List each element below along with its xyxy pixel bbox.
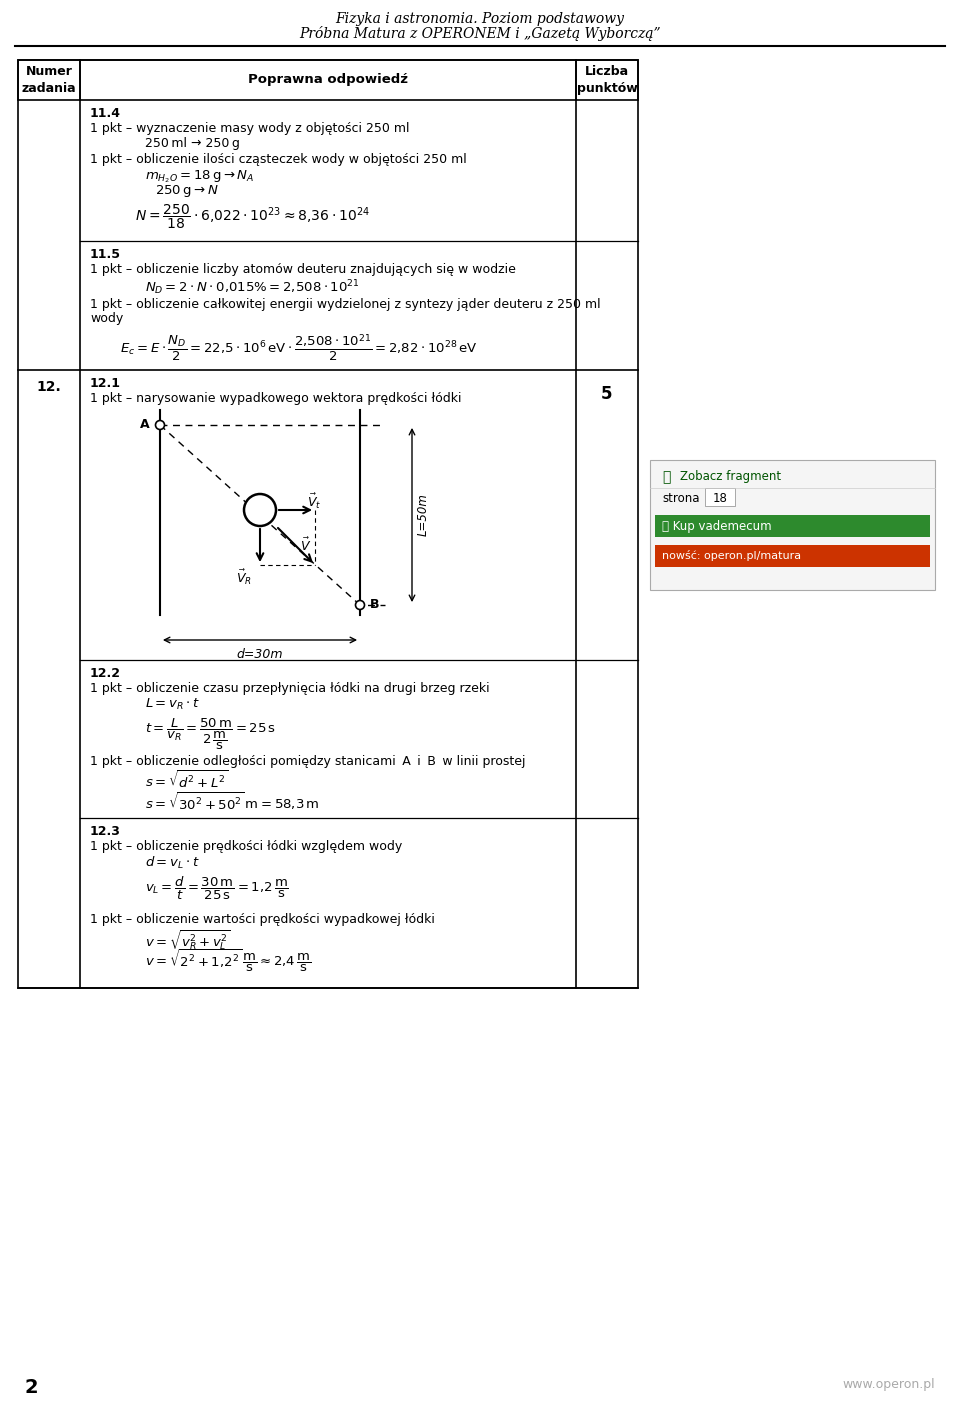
Text: $N = \dfrac{250}{18} \cdot 6{,}022 \cdot 10^{23} \approx 8{,}36 \cdot 10^{24}$: $N = \dfrac{250}{18} \cdot 6{,}022 \cdot…	[135, 202, 370, 231]
Text: 1 pkt – obliczenie ilości cząsteczek wody w objętości 250 ml: 1 pkt – obliczenie ilości cząsteczek wod…	[90, 153, 467, 166]
Text: 1 pkt – narysowanie wypadkowego wektora prędkości łódki: 1 pkt – narysowanie wypadkowego wektora …	[90, 392, 462, 405]
Text: 1 pkt – obliczenie wartości prędkości wypadkowej łódki: 1 pkt – obliczenie wartości prędkości wy…	[90, 913, 435, 926]
Text: A: A	[140, 419, 150, 432]
Text: $\vec{V}_R$: $\vec{V}_R$	[236, 568, 252, 588]
Text: $v_L = \dfrac{d}{t} = \dfrac{30\,\mathrm{m}}{25\,\mathrm{s}} = 1{,}2\,\dfrac{\ma: $v_L = \dfrac{d}{t} = \dfrac{30\,\mathrm…	[145, 875, 289, 902]
Text: $N_D = 2 \cdot N \cdot 0{,}015\% = 2{,}508 \cdot 10^{21}$: $N_D = 2 \cdot N \cdot 0{,}015\% = 2{,}5…	[145, 278, 360, 297]
Text: 🔍: 🔍	[662, 470, 670, 484]
Text: 18: 18	[712, 491, 728, 506]
Text: 11.4: 11.4	[90, 108, 121, 120]
Text: $d = v_L \cdot t$: $d = v_L \cdot t$	[145, 855, 200, 871]
Text: Próbna Matura z OPERONEM i „Gazetą Wyborczą”: Próbna Matura z OPERONEM i „Gazetą Wybor…	[300, 25, 660, 41]
Text: 11.5: 11.5	[90, 248, 121, 261]
Text: 250 ml → 250 g: 250 ml → 250 g	[145, 137, 240, 150]
Text: Liczba
punktów: Liczba punktów	[577, 65, 637, 95]
Text: 12.1: 12.1	[90, 377, 121, 389]
Text: Numer
zadania: Numer zadania	[22, 65, 76, 95]
Text: 1 pkt – obliczenie liczby atomów deuteru znajdujących się w wodzie: 1 pkt – obliczenie liczby atomów deuteru…	[90, 263, 516, 276]
Text: $250\,\mathrm{g} \rightarrow N$: $250\,\mathrm{g} \rightarrow N$	[155, 183, 219, 200]
Text: $E_c = E \cdot \dfrac{N_D}{2} = 22{,}5 \cdot 10^6\,\mathrm{eV} \cdot \dfrac{2{,}: $E_c = E \cdot \dfrac{N_D}{2} = 22{,}5 \…	[120, 331, 478, 362]
Bar	[18, 59, 638, 988]
Text: 12.2: 12.2	[90, 667, 121, 680]
Text: $v = \sqrt{v_R^2 + v_L^2}$: $v = \sqrt{v_R^2 + v_L^2}$	[145, 927, 230, 952]
Text: 🛒 Kup vademecum: 🛒 Kup vademecum	[662, 520, 772, 532]
Text: $v = \sqrt{2^2 + 1{,}2^2}\,\dfrac{\mathrm{m}}{\mathrm{s}} \approx 2{,}4\,\dfrac{: $v = \sqrt{2^2 + 1{,}2^2}\,\dfrac{\mathr…	[145, 947, 311, 974]
Text: 2: 2	[25, 1378, 38, 1398]
Circle shape	[244, 494, 276, 525]
Text: $\vec{V}_t$: $\vec{V}_t$	[307, 491, 322, 511]
Text: 12.: 12.	[36, 379, 61, 394]
Text: wody: wody	[90, 312, 123, 326]
Text: $\vec{V}$: $\vec{V}$	[300, 537, 311, 554]
Text: Poprawna odpowiedź: Poprawna odpowiedź	[248, 74, 408, 86]
Text: 1 pkt – obliczenie prędkości łódki względem wody: 1 pkt – obliczenie prędkości łódki wzglę…	[90, 840, 402, 852]
Text: Fizyka i astronomia. Poziom podstawowy: Fizyka i astronomia. Poziom podstawowy	[335, 11, 625, 25]
Text: $L = v_R \cdot t$: $L = v_R \cdot t$	[145, 697, 201, 712]
Text: nowść: operon.pl/matura: nowść: operon.pl/matura	[662, 549, 802, 561]
Text: 12.3: 12.3	[90, 826, 121, 838]
Bar	[18, 59, 638, 101]
Text: $t = \dfrac{L}{v_R} = \dfrac{50\,\mathrm{m}}{2\,\dfrac{\mathrm{m}}{\mathrm{s}}} : $t = \dfrac{L}{v_R} = \dfrac{50\,\mathrm…	[145, 716, 276, 752]
Bar	[655, 515, 930, 537]
Text: 1 pkt – obliczenie czasu przepłynięcia łódki na drugi brzeg rzeki: 1 pkt – obliczenie czasu przepłynięcia ł…	[90, 683, 490, 695]
Bar	[655, 545, 930, 566]
Text: L=50m: L=50m	[417, 494, 430, 537]
Circle shape	[156, 421, 164, 429]
Text: 1 pkt – obliczenie odległości pomiędzy stanicami  A  i  B  w linii prostej: 1 pkt – obliczenie odległości pomiędzy s…	[90, 755, 525, 767]
Text: 5: 5	[601, 385, 612, 404]
Text: Zobacz fragment: Zobacz fragment	[680, 470, 781, 483]
Bar	[705, 489, 735, 506]
Circle shape	[355, 600, 365, 609]
Text: $s = \sqrt{d^2 + L^2}$: $s = \sqrt{d^2 + L^2}$	[145, 770, 228, 792]
Text: 1 pkt – obliczenie całkowitej energii wydzielonej z syntezy jąder deuteru z 250 : 1 pkt – obliczenie całkowitej energii wy…	[90, 297, 601, 312]
Bar	[650, 460, 935, 590]
Text: 1 pkt – wyznaczenie masy wody z objętości 250 ml: 1 pkt – wyznaczenie masy wody z objętośc…	[90, 122, 410, 135]
Text: $s = \sqrt{30^2 + 50^2}\,\mathrm{m} = 58{,}3\,\mathrm{m}$: $s = \sqrt{30^2 + 50^2}\,\mathrm{m} = 58…	[145, 790, 320, 811]
Text: strona: strona	[662, 491, 700, 506]
Text: www.operon.pl: www.operon.pl	[842, 1378, 935, 1391]
Text: $m_{H_2O} = 18\,\mathrm{g} \rightarrow N_A$: $m_{H_2O} = 18\,\mathrm{g} \rightarrow N…	[145, 169, 254, 184]
Text: d=30m: d=30m	[237, 649, 283, 661]
Text: B: B	[370, 599, 379, 612]
